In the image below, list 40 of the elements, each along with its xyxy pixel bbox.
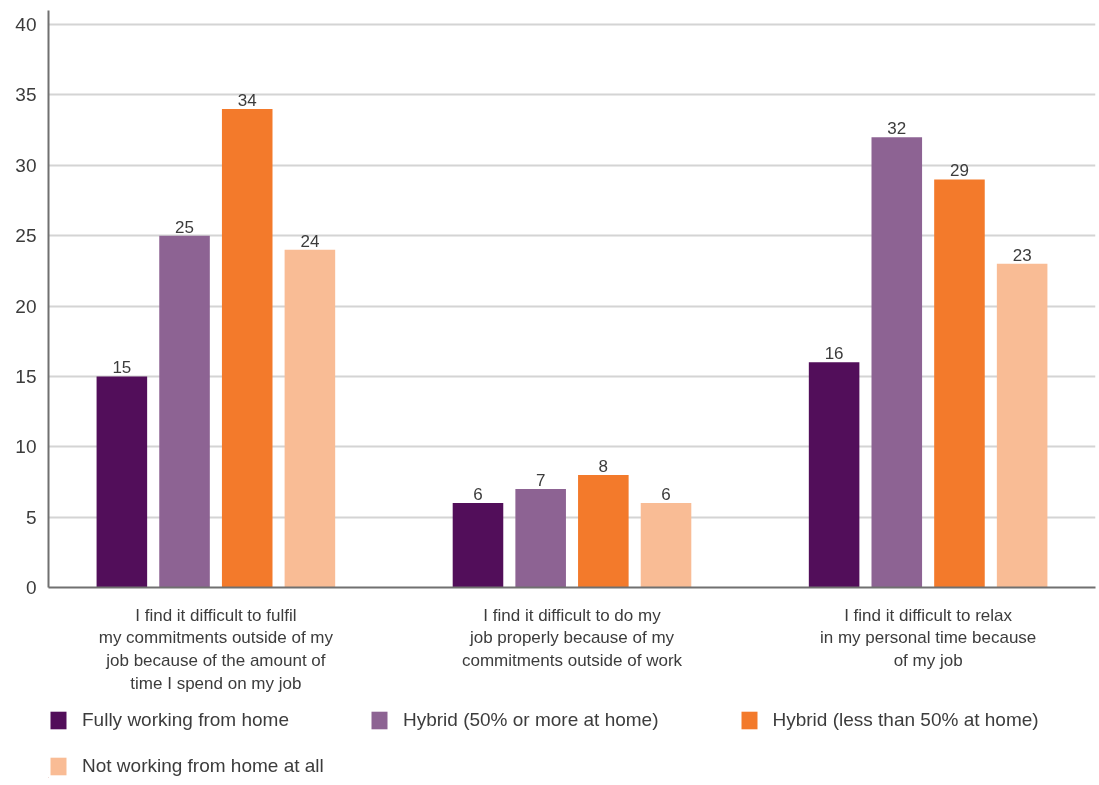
- y-tick-label: 15: [15, 365, 37, 387]
- data-label: 24: [300, 231, 320, 251]
- y-tick-label: 20: [15, 295, 37, 317]
- bar: [578, 474, 629, 588]
- x-tick-label: I find it difficult to do my job properly because of my commitments outside of work: [461, 605, 683, 671]
- legend-label: Hybrid (50% or more at home): [402, 709, 659, 731]
- data-label: 32: [887, 119, 907, 139]
- data-label: 6: [661, 485, 671, 505]
- bar: [96, 376, 148, 588]
- y-tick-label: 25: [15, 225, 37, 247]
- y-tick-label: 0: [25, 577, 37, 598]
- data-label: 6: [473, 485, 483, 505]
- bar: [284, 249, 336, 588]
- bar: [452, 503, 504, 588]
- x-tick-label: I find it difficult to fulfil my commitments outside of my job because of the amount of time I spend on my job: [98, 605, 334, 693]
- y-tick-label: 10: [15, 436, 37, 458]
- y-tick-label: 35: [15, 84, 37, 106]
- bar: [640, 503, 692, 588]
- data-label: 16: [824, 344, 844, 364]
- data-label: 7: [535, 470, 546, 490]
- legend-label: Hybrid (less than 50% at home): [772, 709, 1039, 731]
- data-label: 15: [112, 358, 132, 378]
- bar: [996, 263, 1048, 588]
- data-label: 34: [237, 91, 257, 111]
- y-tick-label: 30: [15, 154, 37, 176]
- data-label: 25: [175, 217, 195, 237]
- y-tick-label: 5: [25, 506, 37, 528]
- bar: [871, 137, 923, 588]
- data-label: 8: [598, 456, 609, 476]
- bar: [808, 362, 860, 588]
- bar: [515, 488, 566, 588]
- x-tick-label: I find it difficult to relax in my personal time because of my job: [819, 605, 1037, 671]
- legend-label: Fully working from home: [82, 709, 289, 731]
- data-label: 29: [950, 161, 969, 181]
- bar: [934, 179, 985, 588]
- bar: [159, 235, 210, 588]
- y-tick-label: 40: [15, 14, 37, 36]
- data-label: 23: [1012, 245, 1032, 265]
- bar: [221, 109, 273, 588]
- legend-label: Not working from home at all: [82, 755, 324, 777]
